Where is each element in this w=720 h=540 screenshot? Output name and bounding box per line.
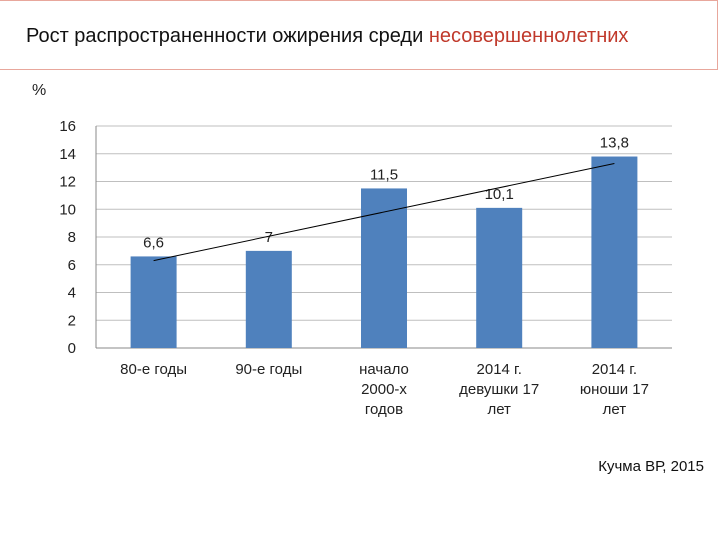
x-tick-label: 2014 г. (592, 361, 637, 378)
trendline (153, 162, 615, 262)
data-label: 13,8 (600, 135, 629, 152)
bar (130, 256, 177, 348)
x-tick-label: лет (487, 401, 511, 418)
title-banner: Рост распространенности ожирения среди н… (0, 0, 718, 70)
y-tick-label: 14 (59, 146, 76, 163)
x-tick-label: лет (603, 401, 627, 418)
source-credit: Кучма ВР, 2015 (598, 458, 704, 475)
data-label: 10,1 (485, 186, 514, 203)
x-tick-label: девушки 17 (459, 381, 539, 398)
y-tick-label: 8 (68, 229, 76, 246)
y-tick-label: 0 (68, 340, 76, 357)
x-tick-label: юноши 17 (580, 381, 649, 398)
y-tick-label: 2 (68, 312, 76, 329)
title-highlight: несовершеннолетних (428, 25, 629, 47)
slide-title: Рост распространенности ожирения среди н… (26, 25, 628, 48)
y-tick-label: 10 (59, 201, 76, 218)
x-tick-label: начало (359, 361, 409, 378)
bar (245, 250, 292, 348)
y-tick-label: 4 (68, 285, 76, 302)
data-label: 6,6 (143, 234, 164, 251)
y-tick-label: 12 (59, 174, 76, 191)
title-main: Рост распространенности ожирения среди (26, 25, 429, 47)
x-tick-label: 2000-х (361, 381, 407, 398)
bar (591, 156, 638, 348)
x-tick-label: 80-е годы (120, 361, 187, 378)
x-tick-label: 2014 г. (477, 361, 522, 378)
y-tick-label: 16 (59, 118, 76, 135)
x-tick-label: 90-е годы (235, 361, 302, 378)
y-tick-label: 6 (68, 257, 76, 274)
bar (476, 207, 523, 348)
y-unit-label: % (32, 82, 47, 99)
data-label: 7 (265, 229, 273, 246)
x-tick-label: годов (365, 401, 403, 418)
data-label: 11,5 (370, 166, 398, 183)
